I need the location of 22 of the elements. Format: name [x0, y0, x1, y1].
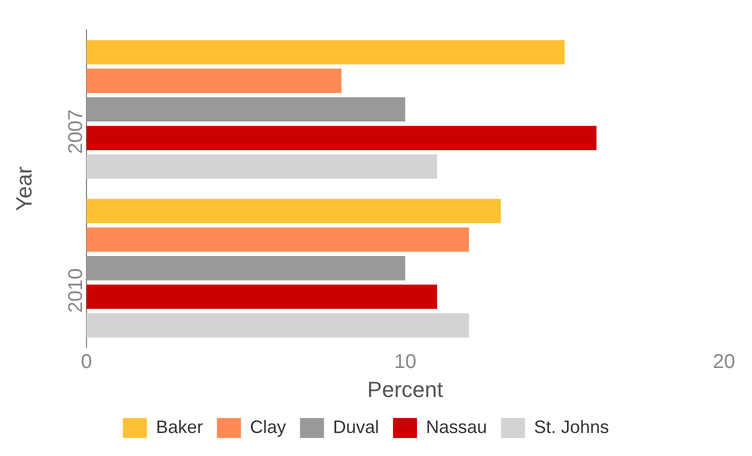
- bar: [86, 154, 438, 179]
- bar: [86, 198, 501, 224]
- y-tick-label: 2010: [64, 268, 87, 313]
- bar: [86, 284, 438, 309]
- legend-label: Nassau: [426, 416, 488, 437]
- legend-label: St. Johns: [534, 416, 610, 437]
- legend-label: Baker: [156, 416, 203, 437]
- x-tick-label: 20: [712, 351, 736, 374]
- x-tick-label: 10: [394, 351, 416, 374]
- bar: [86, 68, 342, 93]
- y-tick-label: 2007: [64, 109, 87, 154]
- x-axis-title: Percent: [367, 376, 444, 402]
- x-tick-label: 0: [80, 351, 92, 374]
- legend-label: Clay: [250, 416, 286, 437]
- bar: [86, 256, 406, 280]
- bar: [86, 97, 406, 122]
- bar: [86, 313, 469, 338]
- y-axis-title: Year: [11, 166, 36, 212]
- legend-label: Duval: [332, 416, 379, 437]
- bar: [86, 126, 596, 150]
- bar: [86, 227, 469, 252]
- bar: [86, 40, 565, 64]
